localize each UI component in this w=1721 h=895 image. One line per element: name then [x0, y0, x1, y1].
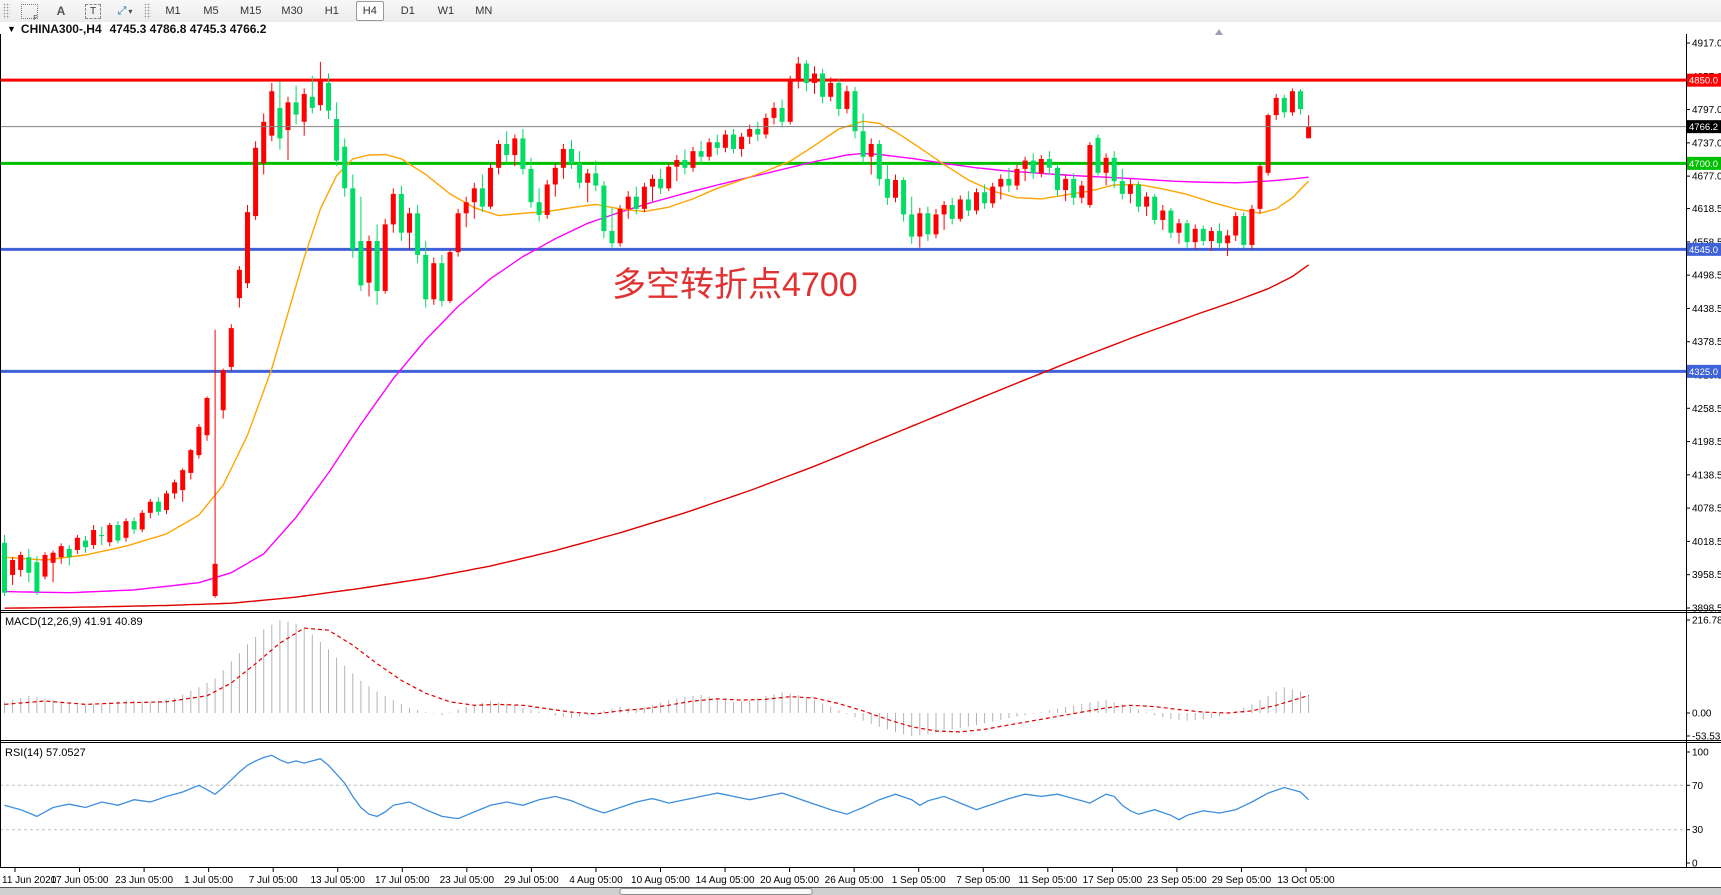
price-badge: 4545.0 — [1689, 245, 1718, 256]
annotation-text[interactable]: 多空转折点4700 — [612, 266, 858, 304]
price-tick-label: 4737.0 — [1692, 138, 1721, 149]
chart-window-icon[interactable] — [15, 1, 43, 22]
price-tick-label: 4618.5 — [1692, 204, 1721, 215]
toolbar-grip[interactable] — [3, 3, 10, 19]
tf-button-M30[interactable]: M30 — [281, 5, 303, 17]
price-tick-label: 4198.5 — [1692, 437, 1721, 448]
macd-tick-label: 0.00 — [1692, 709, 1712, 720]
rsi-label: RSI(14) 57.0527 — [5, 747, 86, 759]
time-tick-label: 14 Aug 05:00 — [696, 875, 755, 886]
time-tick-label: 7 Jul 05:00 — [249, 875, 298, 886]
scrollbar-thumb[interactable] — [619, 888, 813, 895]
time-tick-label: 29 Jul 05:00 — [504, 875, 559, 886]
time-tick-label: 7 Sep 05:00 — [956, 875, 1010, 886]
price-badge: 4325.0 — [1689, 367, 1718, 378]
toolbar-grip-2[interactable] — [144, 3, 151, 19]
time-tick-label: 13 Jul 05:00 — [311, 875, 366, 886]
candles — [2, 56, 1312, 598]
price-tick-label: 4917.0 — [1692, 39, 1721, 50]
chevron-down-icon: ▾ — [128, 6, 133, 16]
rsi-tick-label: 30 — [1692, 825, 1704, 836]
macd-tick-label: 216.78 — [1692, 616, 1721, 627]
tf-button-D1[interactable]: D1 — [400, 5, 415, 17]
time-tick-label: 11 Sep 05:00 — [1018, 875, 1077, 886]
price-badge: 4766.2 — [1689, 122, 1718, 133]
tf-button-H1[interactable]: H1 — [324, 5, 339, 17]
time-tick-label: 1 Jul 05:00 — [184, 875, 233, 886]
macd-tick-label: -53.53 — [1692, 731, 1721, 742]
rsi-panel: RSI(14) 57.0527 — [0, 740, 1721, 868]
price-tick-label: 4378.5 — [1692, 337, 1721, 348]
time-tick-label: 23 Sep 05:00 — [1147, 875, 1207, 886]
timeframe-buttons: M1 M5 M15 M30 H1 H4 D1 W1 MN — [154, 1, 503, 21]
rsi-tick-label: 100 — [1692, 748, 1709, 759]
price-badge: 4850.0 — [1689, 76, 1718, 87]
tf-button-MN[interactable]: MN — [475, 5, 493, 17]
time-tick-label: 13 Oct 05:00 — [1277, 875, 1335, 886]
price-badge: 4700.0 — [1689, 159, 1718, 170]
time-tick-label: 23 Jul 05:00 — [440, 875, 495, 886]
time-tick-label: 1 Sep 05:00 — [892, 875, 946, 886]
rsi-tick-label: 0 — [1692, 859, 1698, 870]
rsi-tick-label: 70 — [1692, 781, 1704, 792]
price-tick-label: 4797.0 — [1692, 105, 1721, 116]
horizontal-lines[interactable] — [0, 78, 1686, 373]
price-tick-label: 4138.5 — [1692, 470, 1721, 481]
tf-button-M5[interactable]: M5 — [203, 5, 219, 17]
price-tick-label: 4677.0 — [1692, 172, 1721, 183]
time-tick-label: 29 Sep 05:00 — [1212, 875, 1272, 886]
time-tick-label: 17 Jul 05:00 — [375, 875, 430, 886]
chart-ohlc-values: 4745.3 4786.8 4745.3 4766.2 — [109, 21, 267, 36]
tf-button-W1[interactable]: W1 — [437, 5, 455, 17]
price-tick-label: 3898.5 — [1692, 603, 1721, 614]
h-scrollbar[interactable] — [0, 887, 1721, 895]
tf-button-M1[interactable]: M1 — [165, 5, 181, 17]
time-tick-label: 20 Aug 05:00 — [760, 875, 819, 886]
macd-label: MACD(12,26,9) 41.91 40.89 — [5, 616, 143, 628]
text-label-icon[interactable]: T — [79, 1, 107, 21]
macd-panel: MACD(12,26,9) 41.91 40.89 — [0, 610, 1721, 736]
chart-title-bar: ▼ CHINA300-,H4 4745.3 4786.8 4745.3 4766… — [0, 21, 1721, 36]
drawing-tools-icon[interactable]: ⤢ ▾ — [117, 4, 133, 17]
moving-averages — [4, 120, 1310, 609]
chart-shift-marker[interactable] — [1215, 29, 1223, 35]
price-tick-label: 4498.5 — [1692, 271, 1721, 282]
chart-symbol: CHINA300-,H4 — [20, 21, 102, 36]
time-tick-label: 10 Aug 05:00 — [631, 875, 690, 886]
time-tick-label: 17 Sep 05:00 — [1083, 875, 1143, 886]
time-tick-label: 11 Jun 2020 — [2, 875, 57, 886]
price-tick-label: 4258.5 — [1692, 404, 1721, 415]
text-a-icon[interactable]: A — [56, 4, 66, 18]
symbol-dropdown-icon[interactable]: ▼ — [7, 23, 16, 34]
tf-button-H4[interactable]: H4 — [355, 1, 384, 21]
price-tick-label: 4018.5 — [1692, 537, 1721, 548]
price-tick-label: 4078.5 — [1692, 504, 1721, 515]
price-tick-label: 3958.5 — [1692, 570, 1721, 581]
price-tick-label: 4438.5 — [1692, 304, 1721, 315]
time-tick-label: 23 Jun 05:00 — [115, 875, 173, 886]
time-tick-label: 17 Jun 05:00 — [51, 875, 109, 886]
time-tick-label: 26 Aug 05:00 — [825, 875, 884, 886]
tf-button-M15[interactable]: M15 — [240, 5, 262, 17]
price-axis[interactable]: 4917.04857.04797.04737.04677.04618.54558… — [0, 34, 1721, 870]
time-tick-label: 4 Aug 05:00 — [569, 875, 623, 886]
